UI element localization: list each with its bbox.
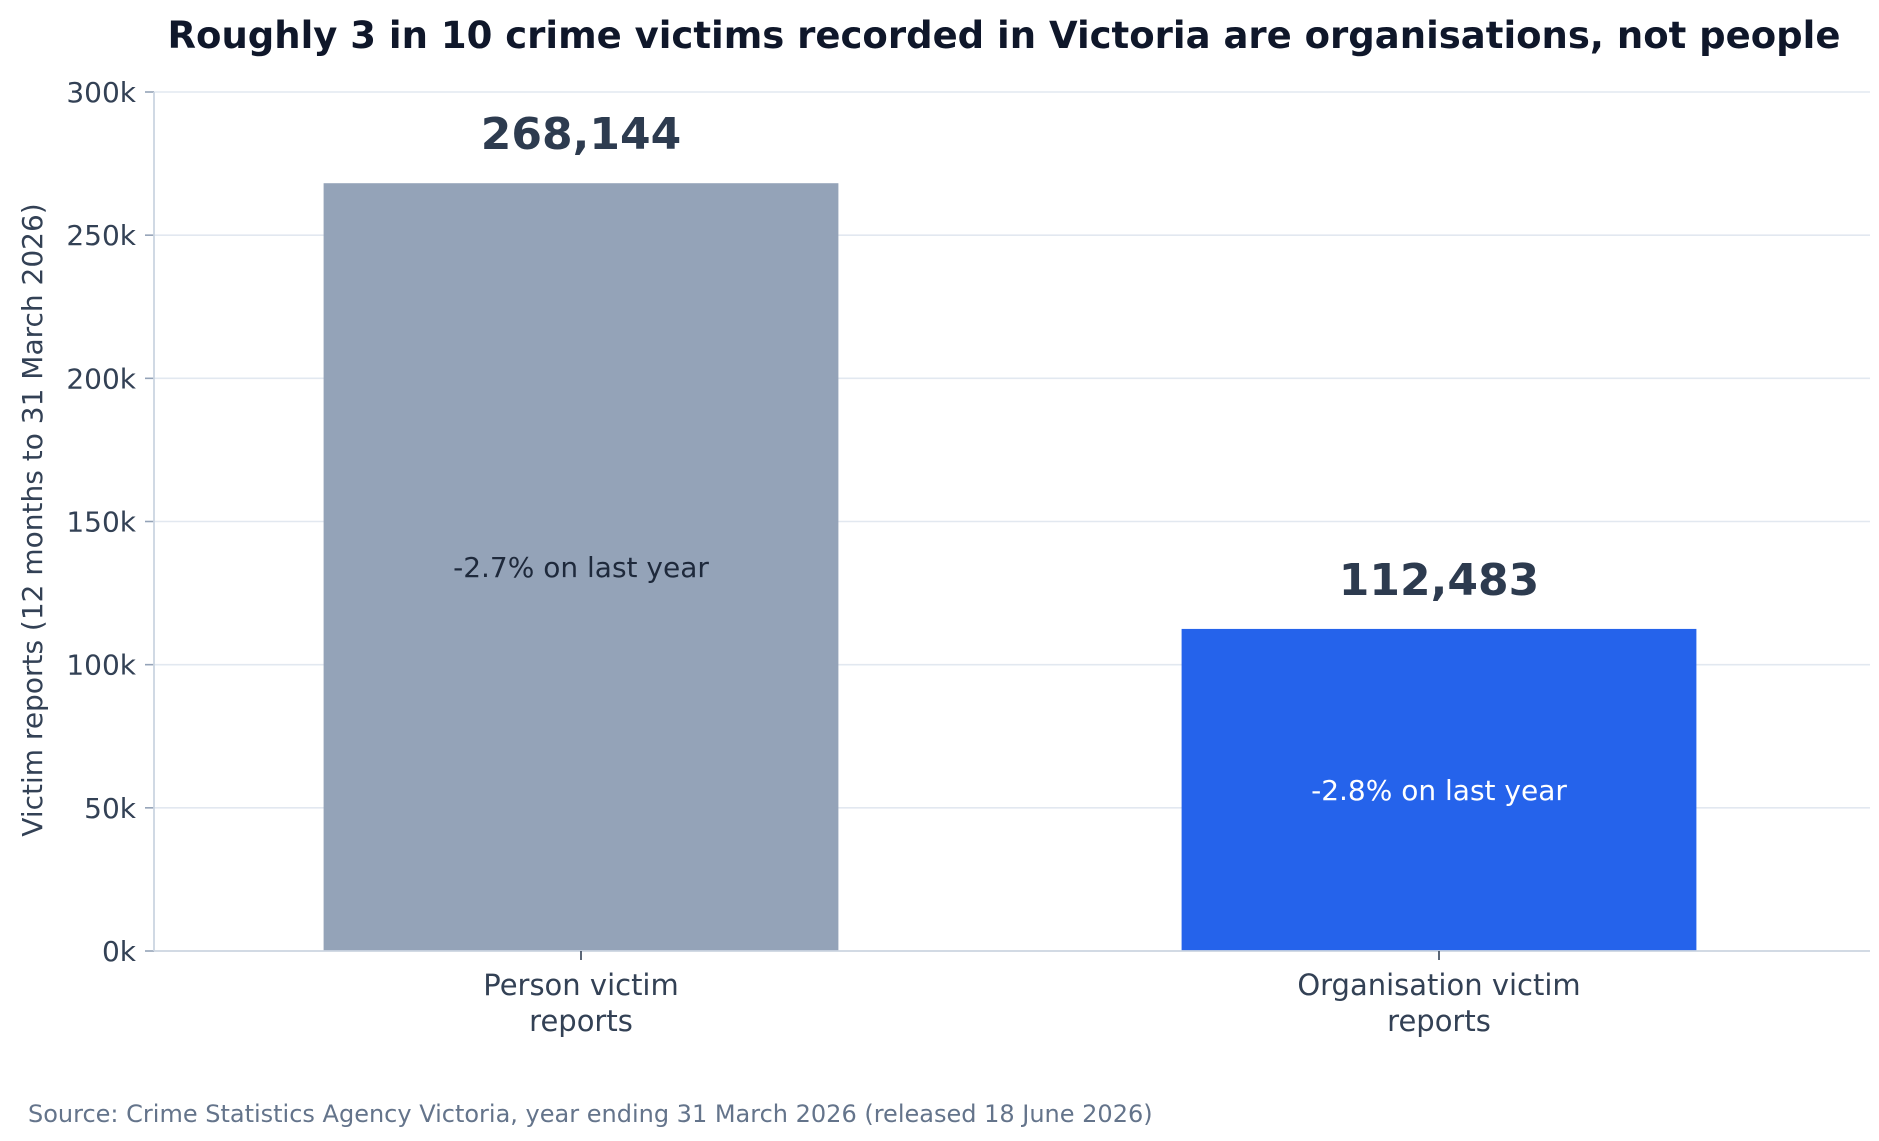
y-tick-label: 250k [66, 219, 136, 252]
labels: 0k 50k 100k 150k 200k 250k 300k 268,144 -2.7% on… [66, 76, 1580, 1038]
y-tick-label: 0k [102, 935, 137, 968]
y-tick-label: 300k [66, 76, 136, 109]
y-tick-label: 150k [66, 506, 136, 539]
bar-value-label: 268,144 [481, 109, 681, 160]
bar-change-annotation: -2.8% on last year [1311, 774, 1567, 807]
y-tick-label: 50k [84, 792, 137, 825]
y-tick-label: 200k [66, 362, 136, 395]
y-tick-label: 100k [66, 649, 136, 682]
x-category-label: Organisation victim [1297, 968, 1580, 1002]
x-category-label: reports [1387, 1004, 1491, 1038]
x-category-label: Person victim [483, 968, 679, 1002]
axes [145, 91, 1870, 960]
y-axis-title: Victim reports (12 months to 31 March 20… [16, 203, 49, 836]
bars [323, 183, 1697, 951]
bar-change-annotation: -2.7% on last year [453, 551, 709, 584]
source-note: Source: Crime Statistics Agency Victoria… [28, 1100, 1153, 1128]
bar-value-label: 112,483 [1339, 555, 1539, 606]
chart-title: Roughly 3 in 10 crime victims recorded i… [168, 14, 1841, 57]
bar [1181, 628, 1697, 951]
bar [323, 183, 839, 951]
x-category-label: reports [529, 1004, 633, 1038]
